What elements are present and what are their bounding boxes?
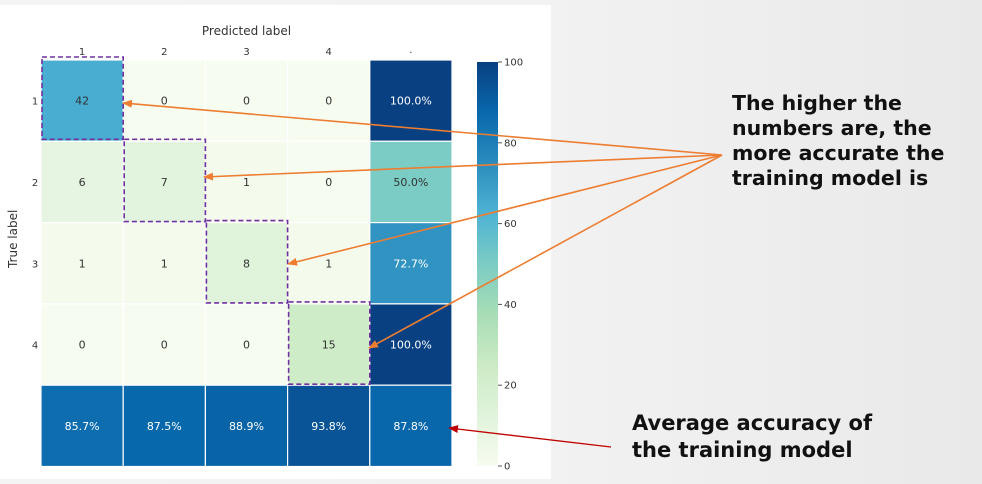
matrix-cell	[204, 222, 289, 305]
matrix-cell-value: 1	[161, 257, 168, 270]
y-tick-label: 4	[32, 341, 38, 352]
matrix-cell-value: 0	[161, 95, 168, 108]
matrix-cell	[122, 222, 206, 305]
y-tick-label: 3	[32, 259, 38, 270]
y-tick-label: 2	[32, 178, 38, 189]
column-accuracy-value: 87.5%	[147, 420, 182, 433]
matrix-cell-value: 7	[161, 176, 168, 189]
matrix-cell	[40, 303, 124, 386]
column-accuracy-value: 88.9%	[229, 420, 264, 433]
matrix-cell	[204, 59, 289, 142]
matrix-cell-value: 6	[79, 176, 86, 189]
chart-panel: Predicted label True label 1 2 3 4. 1 2 3 4 42 0 0 0 1…	[0, 5, 723, 479]
matrix-cell	[287, 303, 371, 386]
column-accuracy-cell	[122, 384, 206, 468]
average-callout-arrow	[448, 425, 612, 448]
column-accuracy-cell	[40, 384, 124, 468]
diagonal-annotation-line-3: more accurate the	[732, 141, 945, 165]
callout-arrow	[368, 154, 723, 349]
matrix-cell-value: 8	[243, 257, 250, 270]
matrix-cell	[204, 303, 289, 386]
x-tick-label: 1	[79, 47, 85, 58]
matrix-cell-value: 0	[243, 95, 250, 108]
column-accuracy-value: 85.7%	[65, 420, 100, 433]
row-accuracy-value: 50.0%	[393, 176, 428, 189]
matrix-cell-value: 0	[79, 339, 86, 352]
column-accuracy-value: 93.8%	[311, 420, 346, 433]
colorbar	[477, 62, 498, 466]
average-annotation: Average accuracy of the training model	[632, 410, 972, 464]
matrix-cell-value: 0	[325, 95, 332, 108]
average-annotation-line-1: Average accuracy of	[632, 411, 873, 435]
x-tick-label: 2	[161, 47, 167, 58]
overall-accuracy-value: 87.8%	[393, 420, 428, 433]
diagonal-highlight-box	[41, 56, 124, 141]
matrix-cell-value: 1	[79, 257, 86, 270]
matrix-cell	[122, 140, 206, 224]
row-accuracy-value: 100.0%	[390, 339, 432, 352]
x-tick-label: 4	[326, 47, 332, 58]
x-axis-label: Predicted label	[202, 24, 291, 38]
average-annotation-line-2: the training model	[632, 438, 853, 462]
overall-accuracy-cell	[369, 384, 453, 468]
matrix-cell	[40, 222, 124, 305]
callout-arrow	[122, 99, 723, 156]
colorbar-tick-label: 100	[504, 58, 523, 69]
matrix-cell-value: 0	[161, 339, 168, 352]
row-accuracy-value: 100.0%	[390, 95, 432, 108]
matrix-cell	[122, 59, 206, 142]
matrix-cell-value: 0	[325, 176, 332, 189]
matrix-cell	[122, 303, 206, 386]
diagonal-annotation-line-1: The higher the	[732, 91, 902, 115]
callout-arrow	[287, 154, 723, 266]
diagonal-annotation-line-2: numbers are, the	[732, 116, 932, 140]
colorbar-tick-label: 80	[504, 138, 517, 149]
diagonal-annotation: The higher the numbers are, the more acc…	[732, 91, 982, 191]
confusion-matrix-chart: Predicted label True label 1 2 3 4. 1 2 3 4 42 0 0 0 1…	[6, 24, 723, 473]
colorbar-tick-label: 20	[504, 381, 517, 392]
matrix-cell	[40, 59, 124, 142]
colorbar-tick-label: 60	[504, 219, 517, 230]
matrix-cell	[287, 59, 371, 142]
x-tick-label: 3	[243, 47, 249, 58]
y-tick-label: 1	[32, 97, 38, 108]
row-accuracy-value: 72.7%	[393, 257, 428, 270]
matrix-cell-value: 42	[75, 95, 89, 108]
row-accuracy-cell	[369, 222, 453, 305]
row-accuracy-cell	[369, 140, 453, 224]
y-axis-label: True label	[6, 210, 20, 269]
row-accuracy-cell	[369, 303, 453, 386]
colorbar-tick-label: 40	[504, 300, 517, 311]
diagonal-annotation-line-4: training model is	[732, 166, 929, 190]
callout-arrow	[203, 154, 723, 181]
colorbar-tick-label: 0	[504, 462, 510, 473]
matrix-cell-value: 0	[243, 339, 250, 352]
matrix-cell-value: 1	[243, 176, 250, 189]
matrix-cell-value: 15	[322, 339, 336, 352]
matrix-cell-value: 1	[325, 257, 332, 270]
x-tick-mark: .	[409, 45, 412, 56]
